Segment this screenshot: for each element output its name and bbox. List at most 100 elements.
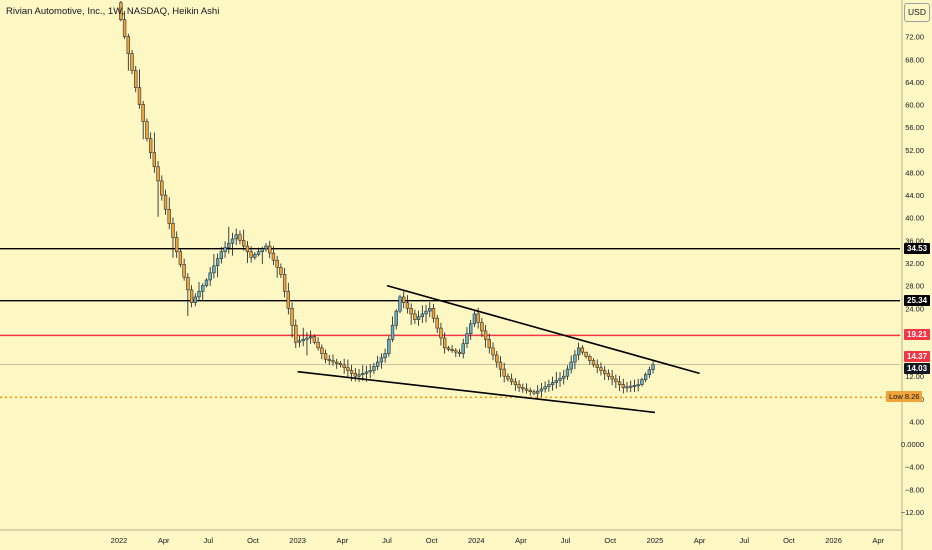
- candle-body: [215, 258, 220, 267]
- candle-body: [502, 368, 506, 377]
- candle-body: [651, 364, 655, 370]
- x-tick-label: Jul: [382, 536, 392, 545]
- candle-body: [576, 347, 581, 356]
- candle-body: [621, 384, 625, 388]
- candle-body: [301, 339, 305, 342]
- candle-body: [290, 308, 294, 326]
- candle-body: [182, 264, 186, 278]
- x-tick-label: Apr: [872, 536, 884, 545]
- candle-body: [595, 364, 599, 368]
- candle-body: [279, 266, 283, 275]
- candle-body: [387, 339, 391, 354]
- candles-group: [119, 0, 655, 400]
- candle-body: [405, 302, 410, 309]
- candle-body: [431, 308, 436, 319]
- candle-body: [476, 313, 480, 323]
- currency-button[interactable]: USD: [904, 3, 930, 22]
- candle-body: [606, 373, 611, 377]
- candle-body: [145, 121, 149, 139]
- y-tick-label: 4.00: [909, 417, 924, 426]
- level-price-label: 19.21: [904, 329, 931, 341]
- x-tick-label: Apr: [158, 536, 170, 545]
- candle-body: [483, 330, 488, 340]
- candle-body: [509, 378, 514, 383]
- candle-body: [294, 325, 298, 343]
- candle-body: [137, 87, 142, 105]
- chart-title: Rivian Automotive, Inc., 1W, NASDAQ, Hei…: [6, 6, 220, 17]
- candle-body: [461, 343, 465, 354]
- candle-body: [260, 248, 264, 252]
- candle-body: [603, 370, 607, 374]
- y-tick-label: 72.00: [905, 33, 924, 42]
- candle-body: [230, 238, 235, 244]
- candle-body: [364, 371, 369, 374]
- x-tick-label: 2026: [825, 536, 842, 545]
- current-price-label: 14.37: [904, 350, 931, 362]
- x-tick-label: 2022: [111, 536, 128, 545]
- candle-body: [610, 375, 614, 380]
- candle-body: [271, 252, 276, 261]
- candle-body: [331, 360, 335, 363]
- candle-body: [148, 138, 153, 153]
- candle-body: [119, 2, 123, 20]
- candle-body: [647, 369, 652, 375]
- candle-body: [323, 353, 328, 360]
- y-tick-label: 32.00: [905, 259, 924, 268]
- candle-body: [156, 166, 160, 182]
- candle-body: [320, 347, 324, 354]
- candle-body: [398, 296, 402, 312]
- candle-body: [513, 381, 518, 385]
- candle-body: [629, 385, 633, 388]
- candle-body: [338, 363, 343, 366]
- x-tick-label: 2025: [647, 536, 664, 545]
- trendline: [386, 284, 700, 375]
- candle-body: [253, 254, 257, 258]
- candle-body: [394, 310, 398, 326]
- candle-body: [152, 152, 157, 168]
- candle-body: [565, 368, 570, 377]
- candle-body: [614, 378, 618, 383]
- candle-body: [223, 247, 227, 252]
- x-tick-label: 2023: [289, 536, 306, 545]
- candle-body: [402, 296, 406, 303]
- candle-body: [580, 347, 585, 353]
- candle-body: [234, 234, 238, 240]
- candle-body: [126, 36, 130, 54]
- candle-body: [383, 353, 387, 359]
- y-tick-label: 40.00: [905, 214, 924, 223]
- candle-body: [528, 390, 532, 392]
- candle-body: [379, 357, 384, 363]
- candle-body: [186, 276, 190, 291]
- candle-body: [353, 373, 357, 377]
- candle-body: [442, 337, 447, 349]
- candle-body: [171, 223, 175, 238]
- candle-body: [175, 237, 179, 252]
- candle-body: [219, 251, 224, 260]
- candle-body: [268, 245, 272, 254]
- candle-body: [454, 350, 458, 353]
- y-tick-label: 52.00: [905, 146, 924, 155]
- candle-body: [264, 245, 268, 250]
- y-tick-label: 68.00: [905, 55, 924, 64]
- candle-body: [368, 370, 372, 373]
- candle-body: [130, 53, 134, 71]
- candle-body: [249, 251, 253, 258]
- x-tick-label: Oct: [247, 536, 260, 545]
- candle-body: [547, 384, 551, 388]
- candle-body: [495, 354, 499, 363]
- candle-body: [450, 349, 454, 351]
- trendline: [297, 370, 656, 414]
- candle-body: [256, 251, 261, 255]
- candle-body: [361, 373, 365, 376]
- candle-body: [517, 384, 521, 388]
- candle-body: [536, 390, 540, 394]
- candle-body: [238, 234, 242, 241]
- x-tick-label: Apr: [336, 536, 348, 545]
- candle-body: [335, 361, 339, 364]
- x-tick-label: 2024: [468, 536, 485, 545]
- candle-body: [342, 364, 346, 368]
- x-tick-label: Jul: [204, 536, 214, 545]
- candle-body: [480, 322, 484, 332]
